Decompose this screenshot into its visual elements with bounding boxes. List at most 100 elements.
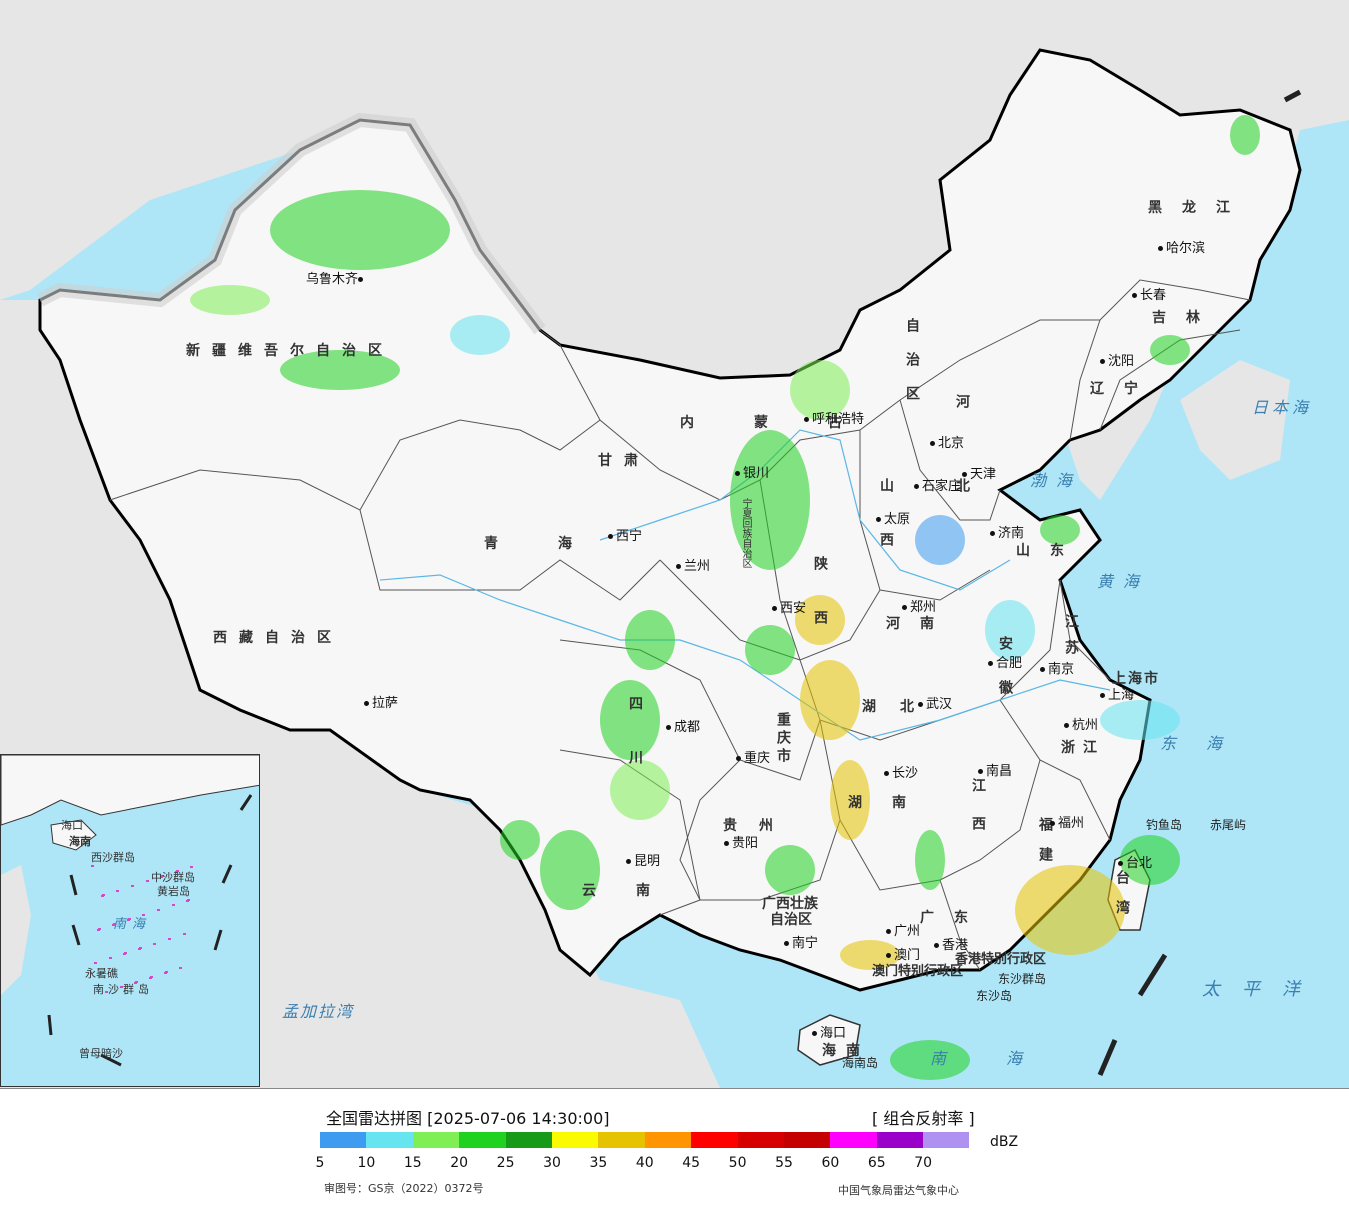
reef-mark bbox=[112, 924, 115, 926]
city-guangzhou: 广州 bbox=[886, 920, 920, 939]
reef-mark bbox=[97, 929, 100, 931]
island-dongsha: 东沙岛 bbox=[976, 989, 1013, 1003]
city-fuzhou: 福州 bbox=[1050, 812, 1084, 831]
color-bar-tick-label: 10 bbox=[357, 1155, 376, 1171]
city-changsha: 长沙 bbox=[884, 762, 918, 781]
province-label-henan: 河南 bbox=[886, 616, 954, 632]
island-chiwei: 赤尾屿 bbox=[1210, 818, 1247, 832]
radar-echo bbox=[1040, 515, 1080, 545]
city-haikou: 海口 bbox=[812, 1022, 846, 1041]
city-nanjing: 南京 bbox=[1040, 658, 1074, 677]
south-china-sea-inset: 海口 海南 南海 中沙群岛 黄岩岛 永暑礁 南沙群岛 曾母暗沙 西沙群岛 bbox=[0, 754, 260, 1087]
province-label-guangdong: 广东 bbox=[920, 910, 988, 926]
radar-echo bbox=[610, 760, 670, 820]
reef-mark bbox=[153, 943, 156, 945]
province-label-shandong: 山东 bbox=[1016, 543, 1084, 559]
province-label-chongqing: 重庆市 bbox=[775, 712, 791, 766]
radar-echo bbox=[985, 600, 1035, 660]
reef-mark bbox=[149, 977, 152, 979]
city-wuhan: 武汉 bbox=[918, 693, 952, 712]
reef-mark bbox=[160, 876, 163, 878]
city-urumqi: 乌鲁木齐 bbox=[306, 268, 366, 287]
province-label-heilongjiang: 黑龙江 bbox=[1148, 200, 1250, 216]
province-label-liaoning: 辽宁 bbox=[1090, 381, 1158, 397]
radar-echo bbox=[890, 1040, 970, 1080]
reef-mark bbox=[94, 962, 97, 964]
province-label-hk: 香港特别行政区 bbox=[955, 952, 1047, 967]
color-bar-tick-label: 40 bbox=[635, 1155, 654, 1171]
reef-mark bbox=[131, 885, 134, 887]
reef-mark bbox=[172, 904, 175, 906]
reef-mark bbox=[146, 880, 149, 882]
province-label-ningxia: 宁夏回族自治区 bbox=[740, 498, 751, 568]
radar-echo bbox=[450, 315, 510, 355]
province-label-jiangxi: 江西 bbox=[970, 778, 986, 854]
color-swatch bbox=[551, 1132, 599, 1148]
color-swatch bbox=[459, 1132, 506, 1148]
color-swatch bbox=[598, 1132, 645, 1148]
inset-label-nansha: 南沙群岛 bbox=[93, 983, 153, 996]
inset-label-zhongsha: 中沙群岛 bbox=[151, 871, 195, 884]
color-bar-tick-label: 45 bbox=[682, 1155, 701, 1171]
color-swatch bbox=[783, 1132, 831, 1148]
radar-echo bbox=[1230, 115, 1260, 155]
inset-canvas bbox=[1, 755, 259, 1067]
province-label-xinjiang: 新疆维吾尔自治区 bbox=[186, 343, 394, 359]
province-label-guizhou: 贵州 bbox=[723, 818, 795, 834]
province-label-gansu: 甘肃 bbox=[598, 453, 650, 469]
radar-echo bbox=[840, 940, 900, 970]
city-nanning: 南宁 bbox=[784, 932, 818, 951]
color-swatch bbox=[320, 1132, 367, 1148]
province-label-jilin: 吉林 bbox=[1152, 310, 1220, 326]
province-label-hainan: 海南 bbox=[822, 1043, 870, 1059]
province-label-yunnan: 云南 bbox=[582, 883, 690, 899]
radar-echo bbox=[745, 625, 795, 675]
reef-mark bbox=[123, 953, 126, 955]
province-label-zhejiang: 浙江 bbox=[1061, 740, 1105, 756]
color-swatch bbox=[644, 1132, 692, 1148]
radar-echo bbox=[765, 845, 815, 895]
legend-unit: dBZ bbox=[990, 1134, 1019, 1150]
radar-echo bbox=[500, 820, 540, 860]
city-beijing: 北京 bbox=[930, 432, 964, 451]
color-bar-tick-label: 60 bbox=[821, 1155, 840, 1171]
reef-mark bbox=[175, 871, 178, 873]
province-label-shaanxi: 陕西 bbox=[812, 556, 828, 664]
city-chongqing: 重庆 bbox=[736, 747, 770, 766]
reef-mark bbox=[127, 919, 130, 921]
radar-echo bbox=[795, 595, 845, 645]
province-label-taiwan: 台湾 bbox=[1114, 870, 1130, 930]
city-hongkong: 香港 bbox=[934, 934, 968, 953]
reef-mark bbox=[91, 865, 94, 867]
city-yinchuan: 银川 bbox=[735, 462, 769, 481]
reef-mark bbox=[101, 895, 104, 897]
sea-japan: 日本海 bbox=[1252, 398, 1313, 417]
reef-mark bbox=[142, 914, 145, 916]
legend-title: 全国雷达拼图 [2025-07-06 14:30:00] bbox=[326, 1109, 610, 1128]
radar-echo bbox=[190, 285, 270, 315]
province-label-guangxi: 广西壮族 bbox=[762, 896, 818, 912]
province-label-fujian: 福建 bbox=[1037, 817, 1053, 877]
city-xian: 西安 bbox=[772, 597, 806, 616]
sea-nanhai: 南海 bbox=[930, 1049, 1083, 1068]
city-shijiazhuang: 石家庄 bbox=[914, 475, 961, 494]
radar-echo bbox=[600, 680, 660, 760]
color-bar-tick-label: 65 bbox=[867, 1155, 886, 1171]
radar-echo bbox=[1100, 700, 1180, 740]
city-lhasa: 拉萨 bbox=[364, 692, 398, 711]
inset-label-zengmu: 曾母暗沙 bbox=[79, 1047, 123, 1060]
korea-japan-land bbox=[1180, 360, 1290, 480]
inset-label-yongshu: 永暑礁 bbox=[85, 967, 118, 980]
color-bar-ticks: 5 10 15 20 25 30 35 40 45 50 55 60 65 70 bbox=[316, 1155, 1020, 1173]
color-bar-tick-label: 35 bbox=[589, 1155, 608, 1171]
city-guiyang: 贵阳 bbox=[724, 832, 758, 851]
radar-echo bbox=[800, 660, 860, 740]
reef-mark bbox=[134, 982, 137, 984]
inset-label-haikou: 海口 bbox=[61, 819, 83, 832]
province-label-qinghai: 青海 bbox=[484, 536, 632, 552]
radar-echo bbox=[625, 610, 675, 670]
city-xining: 西宁 bbox=[608, 525, 642, 544]
color-bar-tick-label: 30 bbox=[543, 1155, 561, 1171]
reef-mark bbox=[183, 933, 186, 935]
color-bar-tick-label: 15 bbox=[403, 1155, 422, 1171]
